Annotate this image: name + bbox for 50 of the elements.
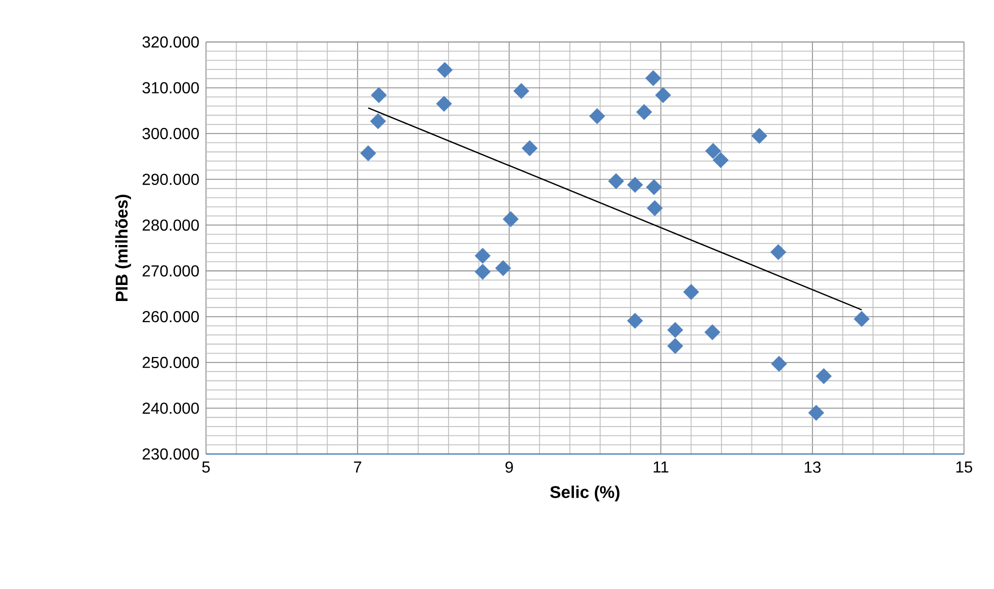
point [771, 356, 788, 372]
point [589, 108, 606, 124]
point [646, 179, 662, 196]
point [495, 260, 512, 276]
point [712, 152, 729, 168]
x-tick-label: 9 [506, 462, 513, 473]
point [474, 264, 491, 280]
point [360, 145, 376, 162]
point [627, 312, 644, 329]
point [522, 140, 538, 156]
point [667, 338, 684, 354]
y-tick-label: 260.000 [142, 311, 199, 322]
point [636, 104, 652, 120]
point [436, 62, 453, 78]
y-tick-label: 320.000 [142, 36, 199, 48]
point [655, 87, 672, 104]
point [646, 200, 663, 216]
point [705, 142, 722, 159]
y-tick-label: 250.000 [142, 356, 199, 368]
point [667, 322, 684, 338]
point [683, 284, 700, 300]
point [704, 324, 720, 340]
y-tick-label: 290.000 [142, 174, 199, 185]
point [854, 310, 870, 327]
point [770, 244, 786, 260]
point [808, 404, 824, 421]
y-tick-label: 280.000 [142, 219, 199, 231]
y-tick-label: 230.000 [142, 448, 199, 460]
point [645, 70, 662, 86]
y-tick-label: 300.000 [142, 128, 199, 140]
x-tick-label: 11 [654, 462, 668, 472]
point [751, 128, 768, 144]
x-axis-title: Selic (%) [550, 486, 620, 502]
point [816, 368, 832, 384]
y-axis-title: PIB (milhões) [115, 194, 132, 301]
point [608, 173, 624, 190]
x-tick-label: 5 [202, 462, 210, 473]
y-tick-label: 240.000 [142, 402, 199, 414]
point [627, 176, 644, 193]
point [436, 96, 452, 112]
x-tick-label: 15 [956, 462, 972, 473]
x-tick-label: 7 [354, 462, 362, 472]
x-tick-label: 13 [804, 462, 821, 473]
point [370, 113, 386, 130]
point [502, 211, 519, 228]
y-tick-label: 310.000 [142, 82, 199, 94]
point [513, 83, 530, 99]
y-tick-label: 270.000 [142, 265, 199, 277]
point [474, 248, 491, 264]
point [370, 87, 387, 104]
